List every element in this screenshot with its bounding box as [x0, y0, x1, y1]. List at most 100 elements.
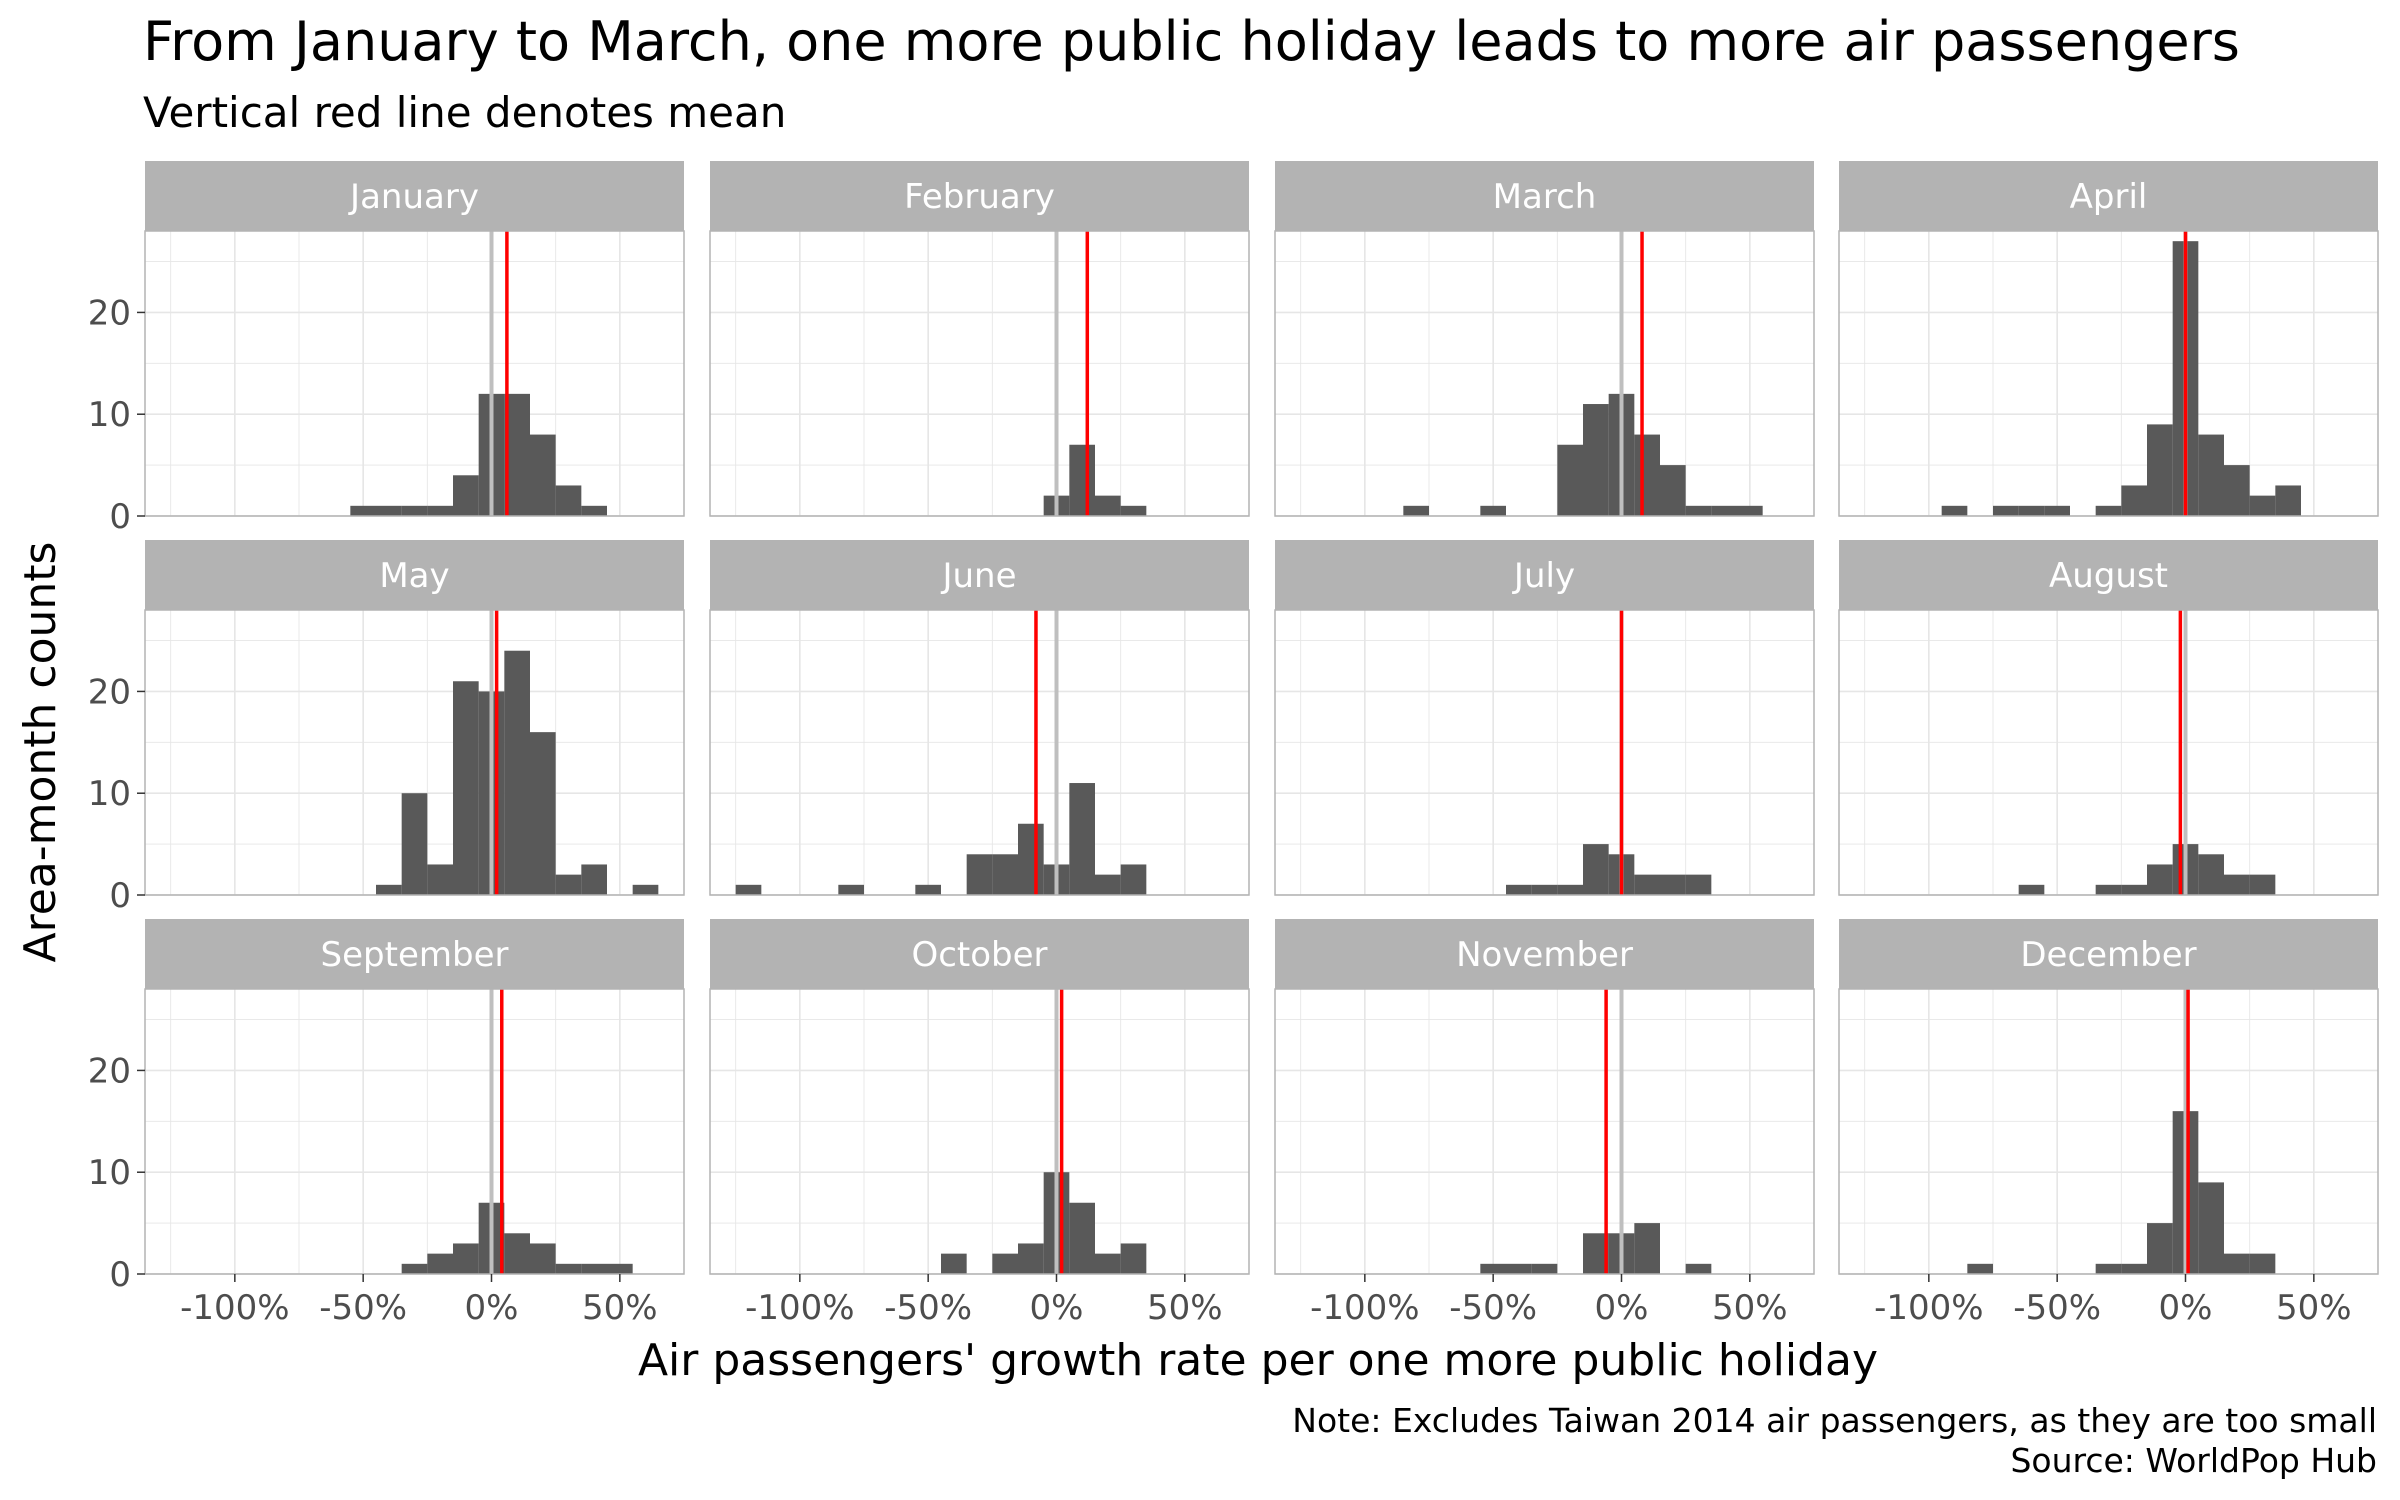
y-tick-label: 0: [109, 876, 131, 916]
histogram-bar: [530, 434, 556, 516]
panel-border: [709, 230, 1250, 517]
x-tick-label: 50%: [1712, 1288, 1788, 1328]
histogram-bar: [453, 475, 479, 516]
histogram-bar: [607, 1263, 633, 1274]
facet-strip: [145, 161, 684, 231]
facet-strip-label: July: [1512, 556, 1575, 596]
histogram-bar: [427, 1253, 453, 1274]
histogram-bar: [2095, 505, 2122, 516]
histogram-bar: [2121, 884, 2147, 895]
x-tick-label: -100%: [1310, 1288, 1419, 1328]
histogram-bar: [1737, 505, 1763, 516]
histogram-bar: [1941, 505, 1968, 516]
histogram-bar: [581, 1263, 607, 1274]
x-tick-label: -100%: [745, 1288, 854, 1328]
facet-panels: January 0 10 20 February March April May 0 10 20 Ju…: [88, 161, 2379, 1328]
histogram-bar: [1660, 465, 1686, 516]
panel-border: [144, 609, 685, 896]
histogram-bar: [992, 854, 1018, 895]
histogram-bar: [1685, 874, 1712, 895]
histogram-bar: [427, 505, 453, 516]
histogram-bar: [2095, 1263, 2122, 1274]
panel-border: [144, 230, 685, 517]
facet-strip-label: June: [940, 556, 1016, 596]
panel-border: [1838, 230, 2379, 517]
histogram-bar: [1557, 884, 1583, 895]
facet-strip-label: December: [2020, 935, 2196, 975]
facet-strip-label: March: [1493, 177, 1597, 217]
y-axis-title: Area-month counts: [15, 542, 66, 963]
x-tick-label: 50%: [2276, 1288, 2352, 1328]
x-tick-label: -100%: [180, 1288, 289, 1328]
y-tick-label: 10: [88, 774, 131, 814]
x-tick-label: 50%: [582, 1288, 658, 1328]
histogram-bar: [632, 884, 659, 895]
x-tick-label: 0%: [1595, 1288, 1649, 1328]
histogram-bar: [941, 1253, 967, 1274]
histogram-bar: [1069, 783, 1095, 895]
histogram-bar: [1685, 505, 1712, 516]
facet-panel-august: August: [1838, 540, 2379, 896]
histogram-bar: [1711, 505, 1737, 516]
facet-panel-november: November -100% -50% 0% 50%: [1274, 919, 1815, 1328]
histogram-bar: [581, 505, 607, 516]
facet-strip: [1275, 161, 1814, 231]
histogram-bar: [1095, 1253, 1121, 1274]
x-tick-label: 0%: [2159, 1288, 2213, 1328]
histogram-bar: [2018, 884, 2045, 895]
histogram-bar: [915, 884, 941, 895]
facet-strip: [1275, 540, 1814, 610]
y-tick-label: 0: [109, 497, 131, 537]
histogram-bar: [2224, 874, 2250, 895]
histogram-bar: [1480, 505, 1506, 516]
x-tick-label: -50%: [1449, 1288, 1537, 1328]
histogram-bar: [1120, 505, 1147, 516]
facet-panel-july: July: [1274, 540, 1815, 896]
histogram-bar: [2224, 1253, 2250, 1274]
histogram-bar: [2147, 424, 2173, 516]
histogram-bar: [2249, 1253, 2276, 1274]
x-tick-label: -50%: [319, 1288, 407, 1328]
histogram-bar: [581, 864, 607, 895]
facet-strip-label: November: [1456, 935, 1633, 975]
x-tick-label: 50%: [1147, 1288, 1223, 1328]
facet-strip-label: January: [348, 177, 479, 217]
facet-panel-october: October -100% -50% 0% 50%: [709, 919, 1250, 1328]
histogram-bar: [1967, 1263, 1993, 1274]
histogram-bar: [1069, 444, 1095, 516]
histogram-bar: [1069, 1202, 1095, 1274]
panel-border: [1274, 230, 1815, 517]
y-tick-label: 10: [88, 395, 131, 435]
histogram-bar: [376, 505, 402, 516]
y-tick-label: 20: [88, 1051, 131, 1091]
histogram-bar: [1095, 495, 1121, 516]
histogram-bar: [2121, 485, 2147, 516]
facet-strip: [710, 919, 1249, 989]
panel-border: [144, 988, 685, 1275]
panel-border: [709, 609, 1250, 896]
x-tick-label: -100%: [1874, 1288, 1983, 1328]
facet-strip-label: September: [321, 935, 509, 975]
facet-strip: [145, 540, 684, 610]
histogram-bar: [1993, 505, 2019, 516]
panel-border: [1838, 988, 2379, 1275]
facet-panel-may: May 0 10 20: [88, 540, 685, 916]
histogram-bar: [453, 1243, 479, 1274]
panel-border: [1274, 988, 1815, 1275]
histogram-bar: [530, 1243, 556, 1274]
x-tick-label: -50%: [884, 1288, 972, 1328]
panel-border: [1838, 609, 2379, 896]
histogram-bar: [1403, 505, 1429, 516]
histogram-bar: [1583, 404, 1609, 516]
facet-panel-september: September 0 10 20 -100% -50% 0% 50%: [88, 919, 685, 1328]
facet-panel-april: April: [1838, 161, 2379, 517]
histogram-bar: [2121, 1263, 2147, 1274]
chart-subtitle: Vertical red line denotes mean: [143, 88, 786, 137]
facet-strip-label: April: [2070, 177, 2148, 217]
histogram-bar: [1634, 874, 1660, 895]
panel-border: [1274, 609, 1815, 896]
x-tick-label: -50%: [2013, 1288, 2101, 1328]
facet-strip-label: August: [2049, 556, 2168, 596]
facet-panel-february: February: [709, 161, 1250, 517]
